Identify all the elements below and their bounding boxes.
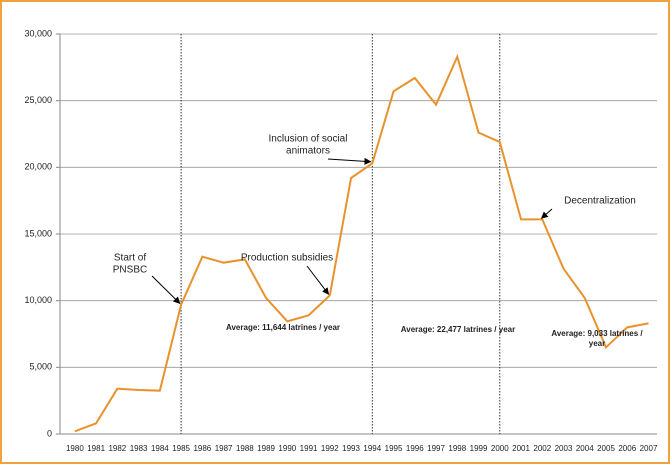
x-tick-label: 2003 [555,444,573,453]
x-tick-label: 2001 [512,444,530,453]
y-tick-label: 20,000 [24,162,52,172]
series-line [74,53,649,433]
x-tick-label: 1985 [172,444,190,453]
x-tick-label: 2004 [576,444,594,453]
x-tick-label: 2002 [533,444,551,453]
y-tick-label: 25,000 [24,95,52,105]
average-label: Average: 11,644 latrines / year [226,323,340,332]
y-tick-label: 15,000 [24,228,52,238]
x-tick-label: 1982 [108,444,126,453]
average-label: year [589,339,605,348]
annotation: Production subsidies [241,253,333,264]
x-tick-label: 2007 [640,444,658,453]
x-tick-label: 1989 [257,444,275,453]
x-tick-label: 1992 [321,444,339,453]
x-tick-label: 1993 [342,444,360,453]
x-tick-label: 1984 [151,444,169,453]
x-tick-label: 1999 [470,444,488,453]
annotation-arrow [327,157,372,165]
y-tick-label: 30,000 [24,28,52,38]
x-tick-label: 1983 [130,444,148,453]
annotation: PNSBC [113,265,147,276]
x-tick-label: 2005 [597,444,615,453]
x-tick-label: 2000 [491,444,509,453]
x-tick-label: 1980 [66,444,84,453]
x-tick-label: 1991 [300,444,318,453]
x-tick-label: 1996 [406,444,424,453]
x-tick-label: 1987 [215,444,233,453]
annotation-arrow [540,208,553,219]
x-tick-label: 1994 [363,444,381,453]
x-tick-label: 1981 [87,444,105,453]
average-label: Average: 9,033 latrines / [551,329,643,338]
x-tick-label: 1998 [448,444,466,453]
x-tick-label: 1986 [193,444,211,453]
x-tick-label: 2006 [618,444,636,453]
x-tick-label: 1990 [278,444,296,453]
y-tick-label: 0 [47,428,52,438]
annotation: Decentralization [564,196,636,207]
annotation-arrow [151,275,181,304]
annotation: animators [286,146,330,157]
y-tick-label: 5,000 [29,362,52,372]
x-tick-label: 1995 [385,444,403,453]
annotation: Inclusion of social [269,134,348,145]
annotation-arrow [306,265,330,295]
y-tick-label: 10,000 [24,295,52,305]
x-tick-label: 1997 [427,444,445,453]
average-label: Average: 22,477 latrines / year [401,325,515,334]
x-tick-label: 1988 [236,444,254,453]
annotation: Start of [114,253,146,264]
